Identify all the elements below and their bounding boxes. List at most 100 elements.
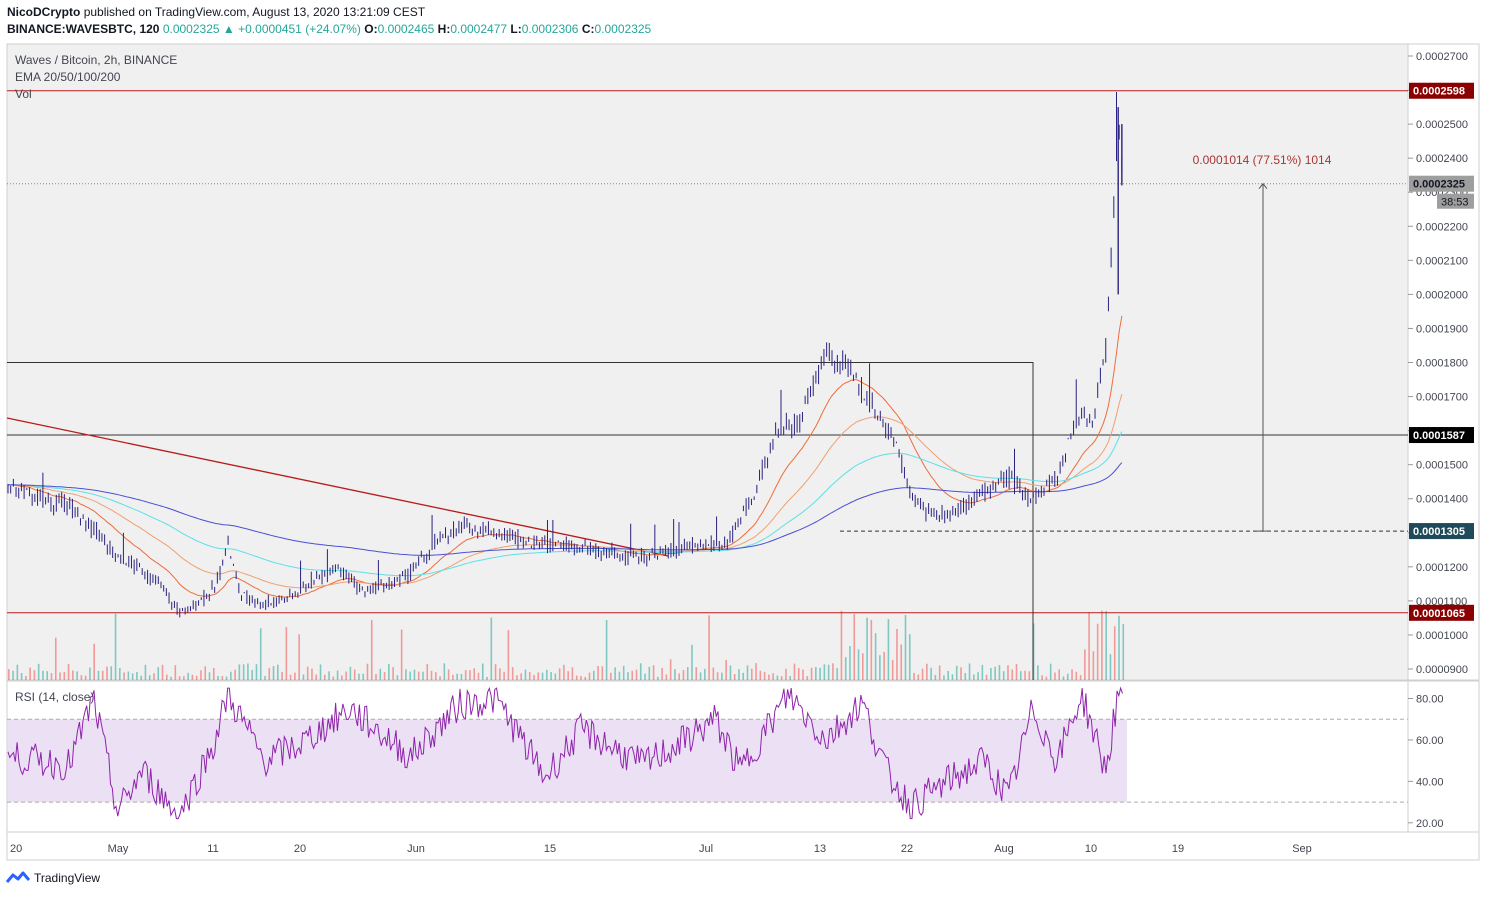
volume-bar: [768, 674, 770, 680]
volume-bar: [789, 675, 792, 680]
volume-bar: [29, 667, 31, 680]
volume-bar: [712, 667, 715, 680]
rsi-tick-label: 40.00: [1416, 776, 1444, 788]
time-axis[interactable]: [6, 831, 1480, 861]
volume-bar: [1105, 611, 1107, 680]
close-value: 0.0002325: [594, 22, 652, 36]
volume-bar: [247, 663, 249, 680]
volume-bar: [268, 667, 271, 680]
chart-header: NicoDCrypto published on TradingView.com…: [7, 4, 651, 38]
volume-bar: [12, 670, 14, 680]
volume-bar: [426, 664, 429, 680]
volume-bar: [1088, 611, 1090, 680]
volume-bar: [59, 672, 61, 680]
volume-bar: [614, 667, 616, 680]
volume-bar: [887, 619, 890, 680]
volume-bar: [460, 673, 463, 680]
volume-bar: [1075, 671, 1078, 680]
volume-bar: [827, 664, 830, 680]
volume-bars: [8, 610, 1125, 680]
volume-bar: [780, 676, 783, 680]
footer-brand[interactable]: TradingView: [34, 871, 101, 885]
rsi-band: [7, 719, 1127, 803]
volume-bar: [238, 664, 241, 680]
countdown: 38:53: [1441, 197, 1469, 209]
volume-bar: [1015, 664, 1018, 680]
volume-bar: [486, 676, 488, 680]
volume-bar: [396, 675, 399, 680]
time-tick-label: 15: [544, 843, 556, 855]
volume-bar: [802, 669, 804, 680]
volume-bar: [554, 673, 557, 680]
volume-bar: [315, 674, 318, 680]
volume-bar: [913, 672, 915, 680]
volume-bar: [1092, 651, 1095, 680]
time-tick-label: Jun: [407, 843, 425, 855]
volume-bar: [588, 672, 591, 680]
volume-bar: [528, 672, 531, 680]
rsi-tick-label: 20.00: [1416, 818, 1444, 830]
volume-bar: [16, 664, 19, 680]
volume-bar: [955, 665, 958, 680]
volume-bar: [456, 673, 458, 680]
ema-20-line: [7, 315, 1123, 598]
price-tick-label: 0.0002200: [1416, 221, 1468, 233]
vol-legend[interactable]: Vol: [15, 87, 32, 101]
time-tick-label: 11: [207, 843, 218, 855]
volume-bar: [870, 619, 873, 680]
volume-bar: [755, 663, 757, 680]
volume-bar: [550, 671, 552, 680]
price-axis[interactable]: [1407, 43, 1480, 681]
volume-bar: [883, 651, 885, 680]
volume-bar: [1011, 669, 1014, 680]
price-tag-bottom: 0.0001065: [1413, 608, 1465, 620]
author[interactable]: NicoDCrypto: [7, 5, 81, 19]
volume-bar: [537, 672, 540, 680]
volume-bar: [1045, 676, 1048, 680]
volume-bar: [119, 668, 121, 680]
volume-bar: [259, 628, 262, 680]
volume-bar: [353, 669, 356, 680]
publish-info: published on TradingView.com, August 13,…: [83, 5, 426, 19]
price-change: +0.0000451 (+24.07%): [238, 22, 361, 36]
volume-bar: [140, 675, 142, 680]
rsi-tick-label: 80.00: [1416, 694, 1444, 706]
volume-bar: [896, 628, 898, 680]
volume-bar: [862, 653, 864, 680]
ema-legend[interactable]: EMA 20/50/100/200: [15, 70, 121, 84]
open-label: O:: [364, 22, 378, 36]
volume-bar: [114, 613, 117, 680]
volume-bar: [806, 676, 809, 680]
volume-bar: [33, 670, 36, 680]
volume-bar: [383, 672, 386, 680]
volume-bar: [435, 672, 437, 680]
volume-bar: [1007, 665, 1009, 680]
volume-bar: [400, 629, 403, 680]
volume-bar: [926, 663, 928, 680]
volume-bar: [631, 670, 634, 680]
price-tick-label: 0.0002500: [1416, 119, 1468, 131]
drawings: 0.0001014 (77.51%) 1014: [6, 90, 1408, 680]
volume-bar: [204, 666, 207, 680]
volume-bar: [1071, 669, 1073, 680]
price-tag-mid: 0.0001587: [1413, 430, 1465, 442]
volume-bar: [960, 667, 962, 680]
volume-bar: [221, 676, 224, 680]
footer: TradingView: [6, 871, 100, 885]
volume-bar: [370, 619, 373, 680]
volume-bar: [264, 675, 266, 680]
rsi-legend[interactable]: RSI (14, close): [15, 690, 95, 704]
volume-bar: [665, 674, 668, 680]
box-outline: [7, 362, 1034, 680]
volume-bar: [648, 666, 651, 680]
volume-bar: [678, 673, 680, 680]
volume-bar: [208, 672, 211, 680]
volume-bar: [639, 663, 642, 680]
ema-lines: [7, 315, 1123, 598]
volume-bar: [212, 668, 215, 680]
time-tick-label: 19: [1172, 843, 1184, 855]
publish-line: NicoDCrypto published on TradingView.com…: [7, 4, 651, 21]
pair-legend[interactable]: Waves / Bitcoin, 2h, BINANCE: [15, 53, 178, 67]
volume-bar: [729, 665, 732, 680]
